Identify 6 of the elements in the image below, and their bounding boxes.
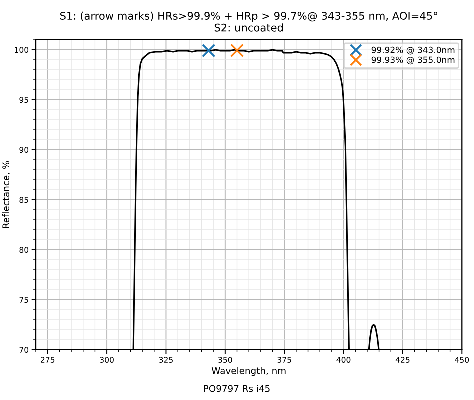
y-axis-title: Reflectance, %	[2, 161, 10, 228]
x-axis-title: Wavelength, nm	[212, 367, 286, 376]
legend-label: 99.92% @ 343.0nm	[372, 46, 455, 55]
chart-title: S1: (arrow marks) HRs>99.9% + HRp > 99.7%@ 343-355 nm, AOI=45° S2: uncoated	[60, 12, 438, 32]
legend-label: 99.93% @ 355.0nm	[372, 56, 455, 65]
text: PO9797 Rs i45	[204, 385, 270, 392]
